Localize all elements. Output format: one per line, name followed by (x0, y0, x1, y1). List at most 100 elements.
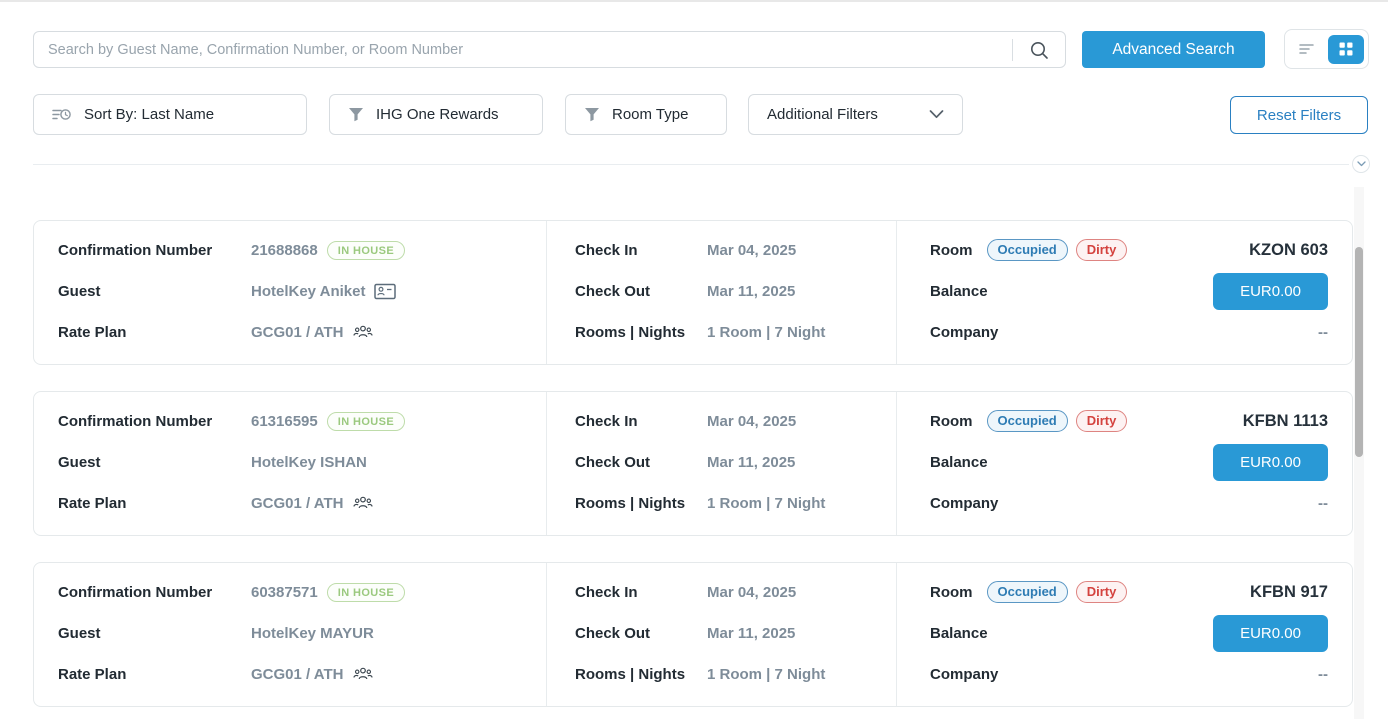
card-stay-column: Check In Mar 04, 2025 Check Out Mar 11, … (546, 221, 896, 364)
room-number: KFBN 917 (1250, 582, 1328, 601)
chevron-down-icon (1356, 161, 1366, 167)
guest-name: HotelKey ISHAN (251, 453, 367, 471)
filter-funnel-icon (348, 107, 364, 122)
confirmation-number-label: Confirmation Number (58, 241, 213, 259)
rate-plan-value: GCG01 / ATH (251, 665, 344, 683)
room-type-label: Room Type (612, 106, 689, 123)
room-number: KZON 603 (1249, 240, 1328, 259)
additional-filters-label: Additional Filters (767, 106, 878, 123)
confirmation-number-label: Confirmation Number (58, 412, 213, 430)
room-label: Room (930, 412, 973, 430)
rate-plan-value: GCG01 / ATH (251, 494, 344, 512)
balance-label: Balance (930, 282, 988, 300)
rooms-nights-value: 1 Room | 7 Night (707, 665, 826, 683)
card-identity-column: Confirmation Number 21688868 IN HOUSE Gu… (34, 221, 546, 364)
company-label: Company (930, 665, 999, 683)
filter-funnel-icon (584, 107, 600, 122)
card-stay-column: Check In Mar 04, 2025 Check Out Mar 11, … (546, 392, 896, 535)
card-identity-column: Confirmation Number 60387571 IN HOUSE Gu… (34, 563, 546, 706)
balance-button[interactable]: EUR0.00 (1213, 443, 1328, 481)
check-in-label: Check In (575, 583, 638, 601)
confirmation-number-value: 21688868 (251, 241, 318, 259)
search-divider (1012, 38, 1013, 61)
check-out-label: Check Out (575, 624, 651, 642)
company-value: -- (1318, 323, 1328, 341)
status-badge: IN HOUSE (326, 240, 406, 260)
dirty-badge: Dirty (1075, 410, 1128, 432)
company-value: -- (1318, 494, 1328, 512)
balance-button[interactable]: EUR0.00 (1213, 614, 1328, 652)
check-out-date: Mar 11, 2025 (707, 282, 796, 300)
search-button[interactable] (1013, 32, 1065, 67)
confirmation-number-value: 60387571 (251, 583, 318, 601)
check-out-date: Mar 11, 2025 (707, 453, 796, 471)
check-out-date: Mar 11, 2025 (707, 624, 796, 642)
view-toggle (1284, 29, 1369, 69)
sort-by-label: Sort By: Last Name (84, 106, 215, 123)
card-room-column: Room Occupied Dirty KZON 603 Balance EUR… (896, 221, 1352, 364)
status-badge: IN HOUSE (326, 582, 406, 602)
card-room-column: Room Occupied Dirty KFBN 917 Balance EUR… (896, 563, 1352, 706)
reservation-card[interactable]: Confirmation Number 61316595 IN HOUSE Gu… (33, 391, 1353, 536)
section-divider (33, 164, 1349, 165)
balance-label: Balance (930, 453, 988, 471)
rate-plan-label: Rate Plan (58, 323, 127, 341)
card-stay-column: Check In Mar 04, 2025 Check Out Mar 11, … (546, 563, 896, 706)
group-icon (352, 496, 373, 510)
rate-plan-label: Rate Plan (58, 494, 127, 512)
guest-label: Guest (58, 282, 101, 300)
occupied-badge: Occupied (986, 581, 1068, 603)
id-card-icon (374, 283, 397, 300)
room-number: KFBN 1113 (1242, 411, 1328, 430)
guest-name: HotelKey MAYUR (251, 624, 374, 642)
collapse-toggle-button[interactable] (1352, 155, 1370, 173)
guest-name: HotelKey Aniket (251, 282, 366, 300)
check-out-label: Check Out (575, 453, 651, 471)
company-value: -- (1318, 665, 1328, 683)
rooms-nights-label: Rooms | Nights (575, 494, 686, 512)
balance-label: Balance (930, 624, 988, 642)
check-in-date: Mar 04, 2025 (707, 583, 797, 601)
group-icon (352, 667, 373, 681)
ihg-rewards-filter[interactable]: IHG One Rewards (329, 94, 543, 135)
card-identity-column: Confirmation Number 61316595 IN HOUSE Gu… (34, 392, 546, 535)
company-label: Company (930, 323, 999, 341)
confirmation-number-label: Confirmation Number (58, 583, 213, 601)
additional-filters-dropdown[interactable]: Additional Filters (748, 94, 963, 135)
dirty-badge: Dirty (1075, 581, 1128, 603)
reservation-card[interactable]: Confirmation Number 21688868 IN HOUSE Gu… (33, 220, 1353, 365)
confirmation-number-value: 61316595 (251, 412, 318, 430)
status-badge: IN HOUSE (326, 411, 406, 431)
chevron-down-icon (929, 110, 944, 119)
grid-view-button[interactable] (1328, 34, 1364, 64)
scrollbar-track[interactable] (1354, 187, 1364, 719)
company-label: Company (930, 494, 999, 512)
rooms-nights-value: 1 Room | 7 Night (707, 494, 826, 512)
occupied-badge: Occupied (986, 239, 1068, 261)
rooms-nights-label: Rooms | Nights (575, 323, 686, 341)
scrollbar-thumb[interactable] (1355, 247, 1363, 457)
reset-filters-button[interactable]: Reset Filters (1230, 96, 1368, 134)
card-room-column: Room Occupied Dirty KFBN 1113 Balance EU… (896, 392, 1352, 535)
room-label: Room (930, 583, 973, 601)
reservation-card[interactable]: Confirmation Number 60387571 IN HOUSE Gu… (33, 562, 1353, 707)
search-icon (1029, 40, 1049, 60)
guest-label: Guest (58, 453, 101, 471)
check-in-date: Mar 04, 2025 (707, 241, 797, 259)
grid-view-icon (1339, 42, 1353, 56)
sort-icon (52, 106, 72, 123)
search-bar (33, 31, 1066, 68)
balance-button[interactable]: EUR0.00 (1213, 272, 1328, 310)
advanced-search-button[interactable]: Advanced Search (1082, 31, 1265, 68)
list-view-icon (1299, 42, 1315, 56)
ihg-rewards-label: IHG One Rewards (376, 106, 499, 123)
list-view-button[interactable] (1289, 34, 1325, 64)
rooms-nights-value: 1 Room | 7 Night (707, 323, 826, 341)
rooms-nights-label: Rooms | Nights (575, 665, 686, 683)
check-in-label: Check In (575, 412, 638, 430)
search-input[interactable] (34, 41, 1012, 58)
room-type-filter[interactable]: Room Type (565, 94, 727, 135)
check-out-label: Check Out (575, 282, 651, 300)
sort-by-filter[interactable]: Sort By: Last Name (33, 94, 307, 135)
guest-label: Guest (58, 624, 101, 642)
